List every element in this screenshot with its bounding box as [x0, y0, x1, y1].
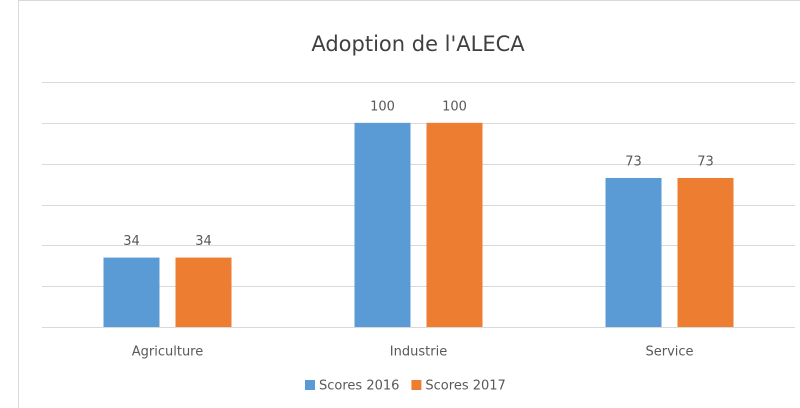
- legend-swatch: [305, 380, 315, 390]
- bar: [426, 122, 483, 327]
- bar: [103, 257, 160, 327]
- chart-title: Adoption de l'ALECA: [311, 32, 525, 56]
- x-tick-label: Service: [645, 345, 693, 360]
- bar: [677, 177, 734, 327]
- data-label: 100: [370, 99, 395, 114]
- bar: [175, 257, 232, 327]
- bar: [605, 177, 662, 327]
- data-label: 73: [697, 154, 714, 169]
- legend-label: Scores 2016: [319, 379, 399, 394]
- x-tick-label: Agriculture: [132, 345, 204, 360]
- legend-swatch: [411, 380, 422, 390]
- legend-label: Scores 2017: [425, 379, 505, 394]
- x-tick-label: Industrie: [390, 345, 447, 360]
- data-label: 34: [195, 234, 212, 249]
- data-label: 34: [123, 234, 140, 249]
- data-label: 100: [442, 99, 467, 114]
- data-label: 73: [625, 154, 642, 169]
- bar: [354, 122, 411, 327]
